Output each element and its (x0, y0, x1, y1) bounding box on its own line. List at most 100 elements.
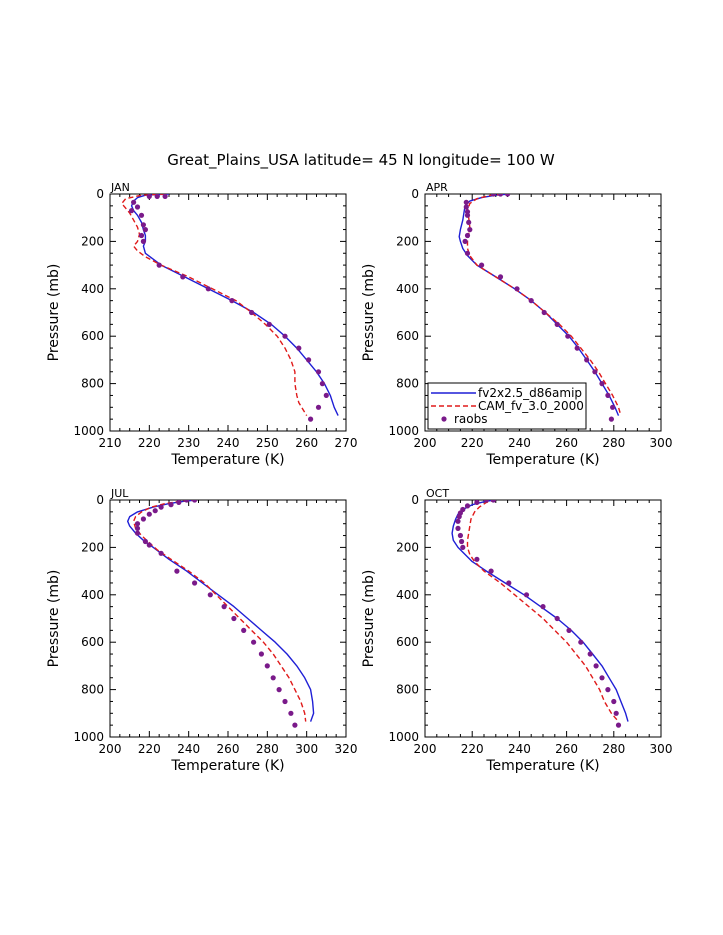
raobs-point (505, 194, 511, 197)
raobs-point (574, 345, 580, 351)
panel-oct: OCT 200 220 240 260 280 300 0 200 400 600 800 1000 Te… (361, 487, 672, 774)
raobs-point (605, 687, 611, 693)
raobs-point (134, 525, 141, 532)
panel-label-oct: OCT (426, 487, 449, 500)
raobs-point (455, 525, 461, 532)
y-tick-label: 600 (396, 329, 419, 343)
raobs-point (282, 333, 288, 339)
raobs-point (180, 274, 186, 280)
x-tick-label: 240 (217, 436, 240, 450)
raobs-point (156, 262, 162, 268)
raobs-point (455, 518, 461, 524)
raobs-point (140, 516, 146, 522)
raobs-point (249, 309, 255, 316)
raobs-point (140, 238, 146, 244)
raobs-point (599, 381, 605, 387)
x-tick-label: 260 (217, 742, 240, 756)
raobs-point (221, 604, 227, 610)
x-tick-label: 220 (461, 742, 484, 756)
raobs-point (288, 710, 294, 716)
series-line-fv2x2-5 (451, 500, 629, 722)
raobs-point (605, 392, 611, 398)
y-tick-label: 0 (96, 493, 104, 507)
y-tick-label: 0 (96, 187, 104, 201)
y-tick-label: 1000 (73, 730, 104, 744)
raobs-point (463, 204, 469, 210)
raobs-point (168, 502, 174, 508)
raobs-point (608, 416, 615, 422)
raobs-point (229, 298, 235, 304)
y-tick-label: 400 (81, 282, 104, 296)
x-tick-label: 280 (256, 742, 279, 756)
x-tick-label: 280 (602, 436, 625, 450)
raobs-point (270, 675, 276, 681)
raobs-point (474, 556, 480, 562)
raobs-point (464, 503, 471, 509)
series-line-cam-fv (132, 500, 307, 722)
raobs-point (207, 592, 213, 598)
raobs-point (315, 404, 322, 410)
raobs-point (464, 232, 471, 239)
raobs-point (292, 722, 298, 728)
y-tick-label: 0 (411, 493, 419, 507)
series-line-cam-fv (121, 194, 308, 416)
raobs-point (131, 199, 137, 205)
x-tick-label: 220 (138, 436, 161, 450)
raobs-point (593, 663, 599, 669)
raobs-point (154, 194, 160, 199)
raobs-point (463, 199, 469, 205)
raobs-point (474, 500, 480, 505)
raobs-point (276, 687, 282, 693)
raobs-point (315, 369, 322, 375)
y-tick-label: 400 (396, 282, 419, 296)
y-tick-label: 200 (396, 234, 419, 248)
x-tick-label: 270 (335, 436, 358, 450)
raobs-point (528, 298, 534, 304)
raobs-point (231, 615, 237, 622)
raobs-point (176, 500, 182, 505)
raobs-point (142, 538, 148, 545)
x-tick-label: 200 (414, 436, 437, 450)
y-tick-label: 400 (396, 588, 419, 602)
raobs-point (467, 227, 473, 233)
x-axis-title: Temperature (K) (170, 758, 284, 774)
x-tick-label: 300 (650, 742, 673, 756)
raobs-point (162, 194, 168, 199)
raobs-point (308, 416, 314, 422)
raobs-point (584, 357, 590, 363)
legend-label: raobs (454, 412, 488, 426)
raobs-point (464, 250, 471, 256)
x-tick-label: 220 (138, 742, 161, 756)
y-tick-label: 200 (81, 234, 104, 248)
raobs-point (319, 381, 325, 387)
panel-label-apr: APR (426, 181, 448, 194)
raobs-point (488, 568, 494, 574)
raobs-point (264, 663, 270, 669)
raobs-point (514, 286, 520, 292)
y-tick-label: 400 (81, 588, 104, 602)
x-tick-label: 240 (508, 436, 531, 450)
y-tick-label: 1000 (388, 730, 419, 744)
x-axis-title: Temperature (K) (485, 452, 599, 468)
raobs-point (306, 357, 312, 363)
raobs-point (241, 627, 247, 634)
y-tick-label: 600 (81, 329, 104, 343)
x-tick-label: 300 (295, 742, 318, 756)
x-tick-label: 260 (555, 436, 578, 450)
raobs-point (158, 504, 164, 510)
raobs-point (462, 238, 468, 244)
raobs-point (138, 212, 145, 218)
x-tick-label: 320 (335, 742, 358, 756)
raobs-point (554, 615, 560, 622)
legend-box (427, 382, 587, 430)
raobs-point (587, 651, 593, 657)
y-axis-title: Pressure (mb) (46, 570, 62, 668)
raobs-point (611, 698, 617, 705)
panel-jul: JUL 200 220 240 260 280 300 320 0 200 400 600 800 100… (46, 487, 357, 774)
raobs-point (134, 204, 141, 210)
y-tick-label: 800 (396, 377, 419, 391)
raobs-point (134, 521, 141, 527)
legend-marker-raobs (441, 416, 447, 422)
